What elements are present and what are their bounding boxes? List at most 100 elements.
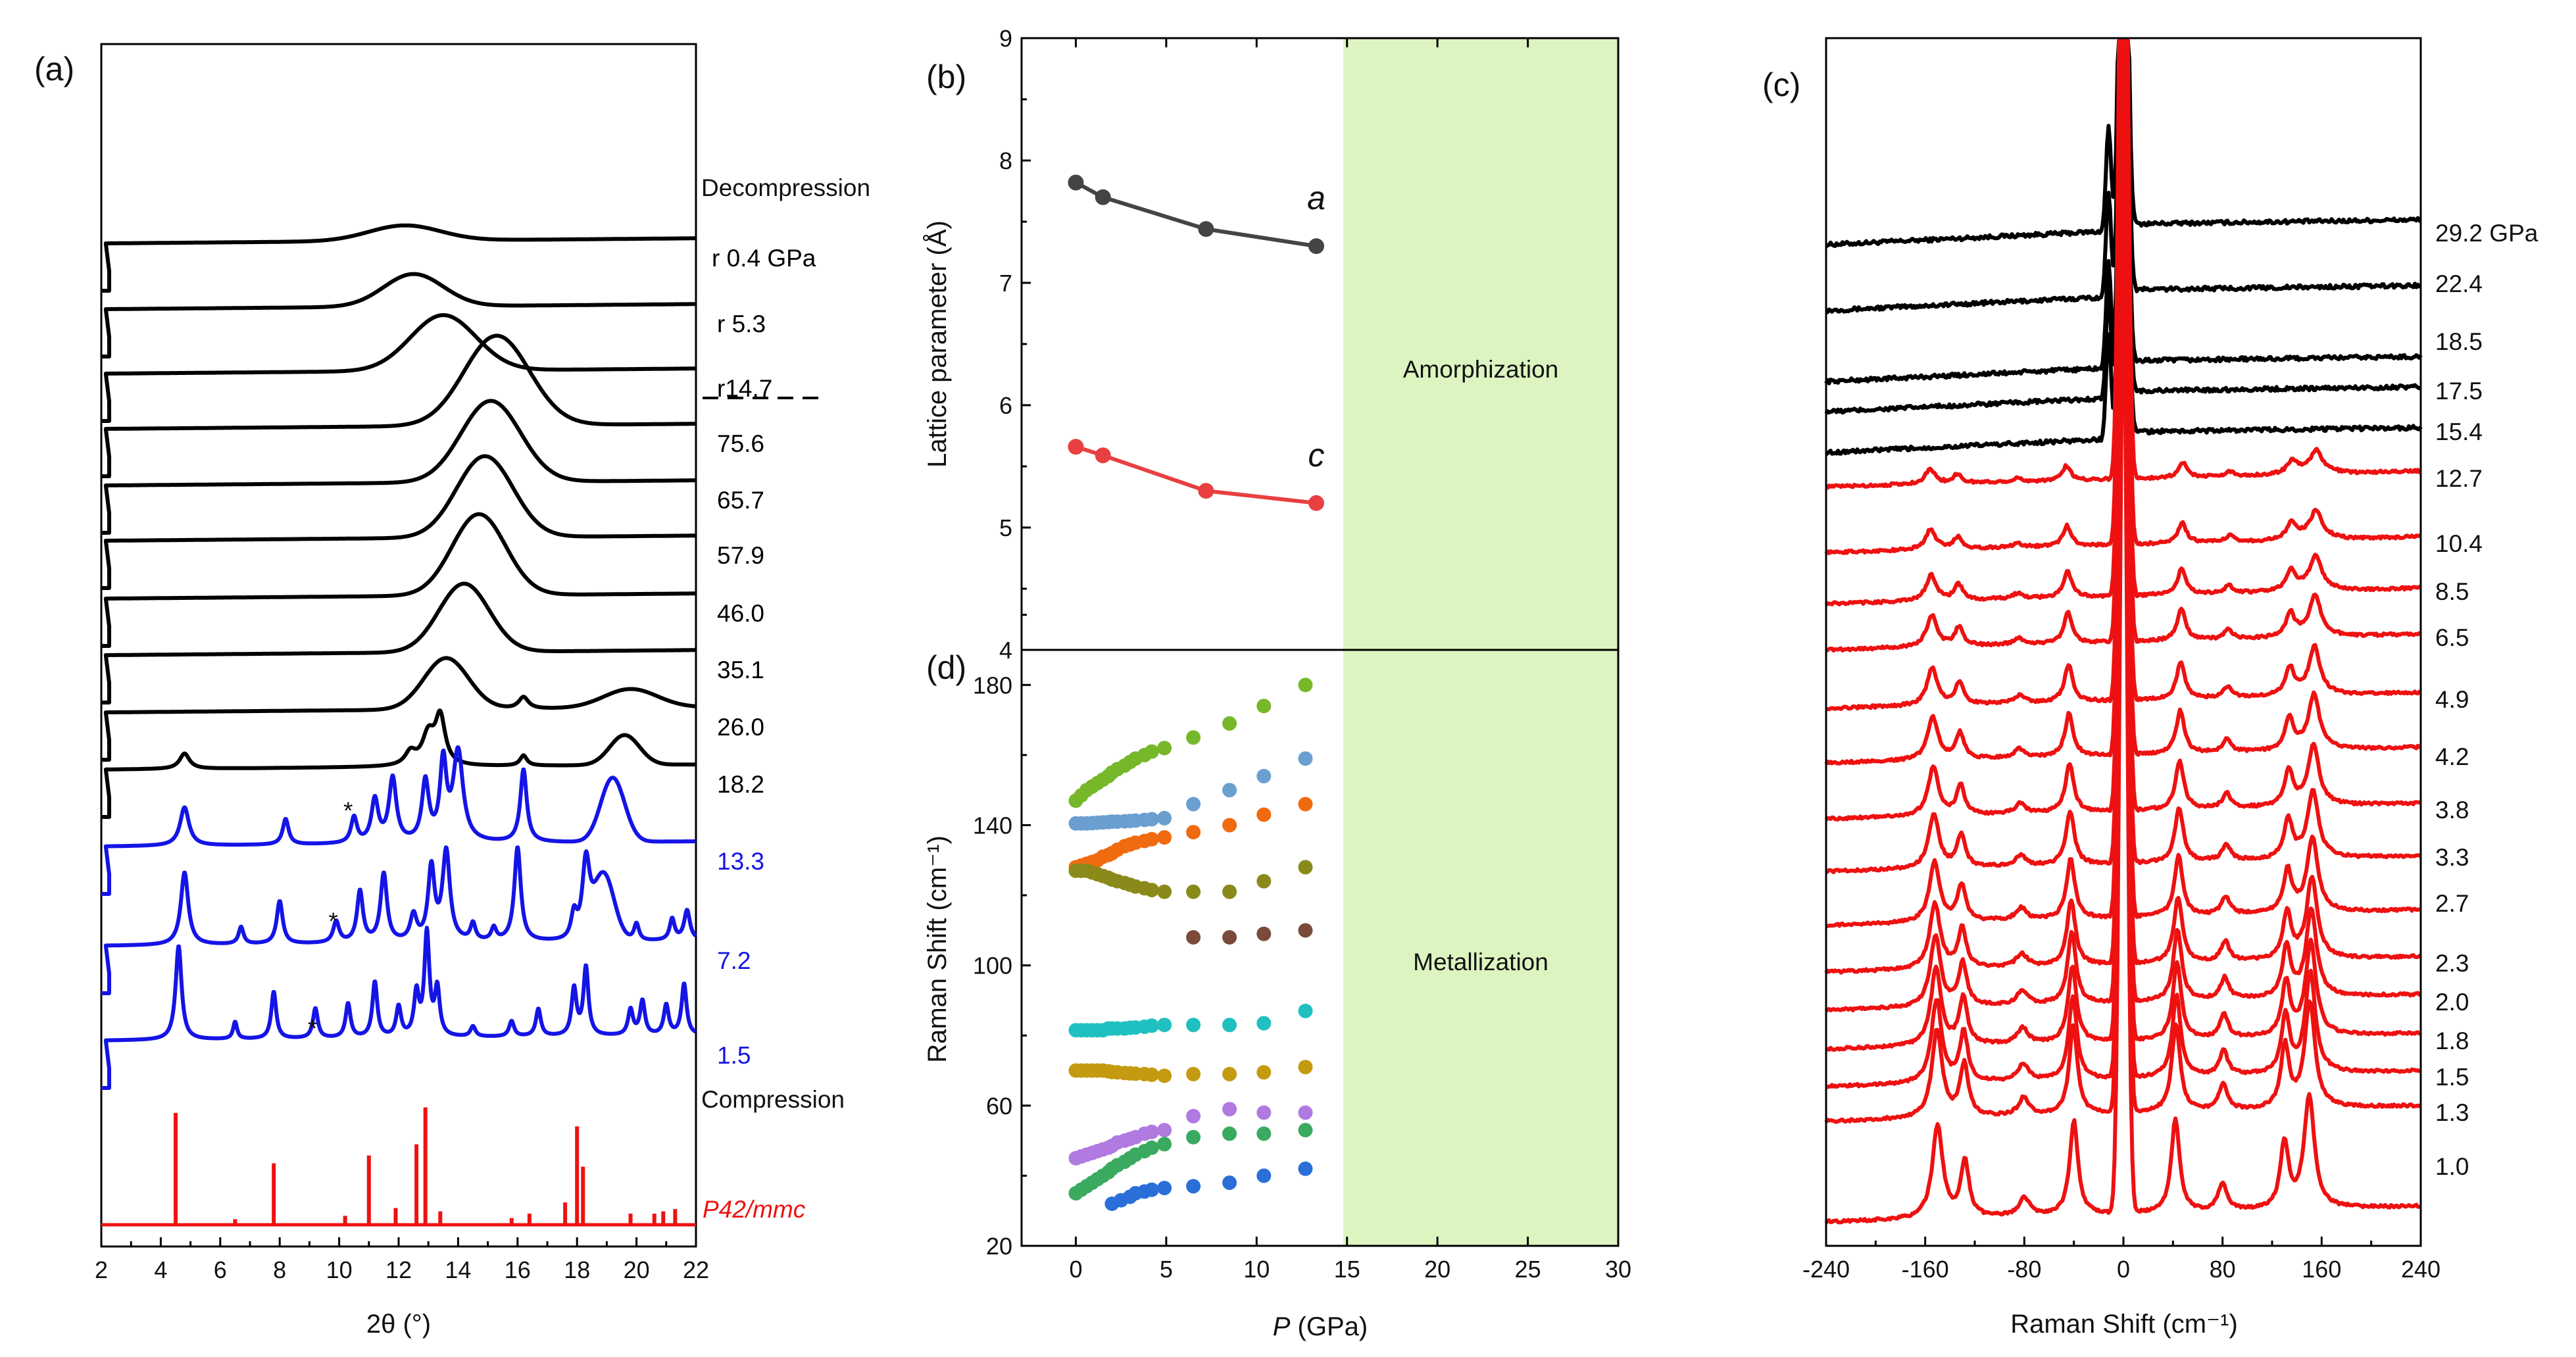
lattice-line-c (1075, 445, 1317, 505)
lattice-point-a (1198, 221, 1214, 237)
raman-point-mode-2 (1144, 812, 1159, 827)
d-xtick-label: 25 (1515, 1256, 1541, 1283)
raman-point-mode-5 (1186, 930, 1201, 945)
xrd-curve-r-5-3 (101, 272, 697, 358)
panel-b-d: (b) (d) Amorphization Metallization 4 5 6 7… (922, 25, 1631, 1341)
b-ytick-label: 7 (999, 270, 1012, 297)
xrd-curve-18-2 (101, 708, 697, 819)
xrd-curve-7-2 (101, 845, 697, 995)
raman-point-mode-4 (1157, 884, 1172, 899)
panel-label-d: (d) (926, 649, 966, 686)
c-xtick-label: 80 (2210, 1256, 2236, 1283)
raman-point-mode-4 (1222, 884, 1237, 899)
xrd-label-18-2: 18.2 (717, 771, 764, 798)
raman-label-3-8: 3.8 (2435, 797, 2469, 824)
raman-label-10-4: 10.4 (2435, 530, 2483, 557)
impurity-marker: * (308, 1015, 317, 1042)
raman-point-mode-4 (1256, 874, 1272, 889)
raman-label-12-7: 12.7 (2435, 465, 2483, 492)
raman-point-mode-3 (1157, 830, 1172, 845)
amorphization-label: Amorphization (1403, 356, 1559, 383)
raman-point-mode-7 (1222, 1066, 1237, 1081)
raman-point-mode-1 (1222, 716, 1237, 731)
panel-c: (c) 29.2 GPa 22.4 18.5 17.5 15.4 12.7 10.4 8.5 6… (1762, 37, 2539, 1339)
xrd-label-65-7: 65.7 (717, 487, 764, 514)
xrd-label-13-3: 13.3 (717, 848, 764, 875)
raman-label-1-8: 1.8 (2435, 1027, 2469, 1054)
raman-label-1-5: 1.5 (2435, 1064, 2469, 1091)
raman-label-2-0: 2.0 (2435, 989, 2469, 1016)
lattice-point-c (1198, 483, 1214, 499)
reference-label: P42/mmc (703, 1196, 806, 1223)
raman-point-mode-9 (1186, 1129, 1201, 1145)
d-ytick-label: 100 (973, 952, 1012, 979)
raman-point-mode-1 (1186, 730, 1201, 745)
raman-label-2-3: 2.3 (2435, 950, 2469, 977)
raman-point-mode-8 (1256, 1105, 1272, 1120)
raman-point-mode-4 (1144, 883, 1159, 898)
c-xlabel: Raman Shift (cm⁻¹) (2010, 1310, 2238, 1339)
d-ylabel: Raman Shift (cm⁻¹) (923, 835, 952, 1063)
c-xtick-label: 0 (2117, 1256, 2130, 1283)
xrd-curve-57-9 (101, 454, 697, 590)
raman-point-mode-1 (1157, 741, 1172, 756)
raman-point-mode-3 (1222, 818, 1237, 833)
panel-label-a: (a) (34, 51, 74, 87)
raman-label-22-4: 22.4 (2435, 270, 2483, 297)
raman-point-mode-7 (1157, 1068, 1172, 1083)
lattice-point-a (1068, 174, 1084, 191)
impurity-marker: * (328, 908, 337, 935)
impurity-marker: * (343, 797, 353, 824)
xrd-curve-26-0 (101, 656, 697, 762)
d-ytick-label: 180 (973, 672, 1012, 699)
raman-point-mode-2 (1157, 810, 1172, 826)
raman-point-mode-6 (1144, 1018, 1159, 1033)
raman-point-mode-2 (1298, 751, 1313, 766)
d-xtick-label: 15 (1334, 1256, 1360, 1283)
c-xtick-label: 160 (2302, 1256, 2341, 1283)
raman-point-mode-9 (1298, 1123, 1313, 1138)
raman-point-mode-3 (1144, 831, 1159, 847)
raman-point-mode-4 (1298, 860, 1313, 875)
raman-curve-1-8 (1825, 116, 2422, 1052)
raman-point-mode-6 (1186, 1018, 1201, 1033)
lattice-label-a: a (1307, 180, 1325, 216)
d-xlabel-italic: P (1273, 1312, 1291, 1341)
raman-point-mode-10 (1222, 1175, 1237, 1191)
raman-point-mode-7 (1144, 1067, 1159, 1082)
a-xtick-label: 10 (326, 1256, 353, 1283)
raman-point-mode-7 (1298, 1060, 1313, 1075)
d-xtick-label: 5 (1160, 1256, 1173, 1283)
a-xtick-label: 22 (683, 1256, 709, 1283)
raman-curve-2-3 (1824, 39, 2422, 975)
panel-bd-frame (1020, 37, 1620, 1247)
xrd-label-46-0: 46.0 (717, 600, 764, 627)
xrd-curve-75-6 (101, 333, 697, 478)
raman-point-mode-10 (1186, 1179, 1201, 1194)
a-xtick-label: 6 (214, 1256, 227, 1283)
raman-point-mode-10 (1256, 1168, 1272, 1183)
raman-curve-1-3 (1824, 189, 2422, 1124)
raman-label-4-9: 4.9 (2435, 686, 2469, 713)
raman-point-mode-3 (1256, 807, 1272, 822)
a-xtick-label: 8 (273, 1256, 286, 1283)
b-ylabel: Lattice parameter (Å) (922, 220, 952, 468)
xrd-label-1-5: 1.5 (717, 1042, 751, 1069)
b-ytick-label: 4 (999, 637, 1012, 664)
raman-label-15-4: 15.4 (2435, 418, 2483, 445)
b-ytick-label: 5 (999, 514, 1012, 541)
raman-label-3-3: 3.3 (2435, 844, 2469, 871)
raman-label-29-2-gpa: 29.2 GPa (2435, 220, 2539, 247)
raman-point-mode-6 (1298, 1003, 1313, 1018)
raman-label-17-5: 17.5 (2435, 378, 2483, 405)
xrd-label-26-0: 26.0 (717, 714, 764, 741)
d-ytick-label: 20 (986, 1233, 1012, 1260)
raman-label-1-3: 1.3 (2435, 1099, 2469, 1126)
raman-point-mode-4 (1186, 884, 1201, 899)
xrd-curve-35-1 (101, 581, 697, 704)
lattice-point-c (1308, 495, 1325, 511)
b-ytick-label: 9 (999, 25, 1012, 52)
raman-point-mode-2 (1222, 783, 1237, 798)
